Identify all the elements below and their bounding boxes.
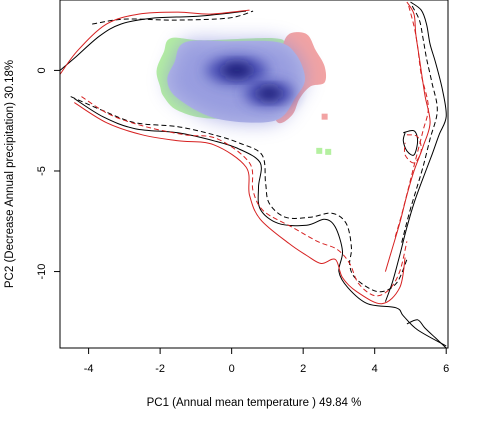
stray-point-2 — [325, 148, 332, 155]
density-core-1 — [221, 63, 253, 78]
y-tick-label: -5 — [36, 166, 48, 176]
density-core-2 — [256, 87, 283, 100]
envelope-bottom-loop — [406, 319, 447, 348]
y-tick-label: -10 — [36, 264, 48, 280]
plot-frame — [59, 0, 449, 349]
envelope-right-black-solid — [384, 1, 447, 302]
envelope-red-dashed — [81, 96, 408, 297]
envelope-inner-loops — [402, 129, 419, 156]
envelope-black-dashed-2 — [70, 96, 408, 293]
envelope-red-solid — [60, 9, 250, 75]
x-tick-label: -2 — [155, 363, 165, 375]
envelope-inner-loops-red — [403, 134, 422, 164]
envelope-black-solid — [60, 10, 247, 71]
envelope-black-dashed — [92, 10, 254, 25]
envelope-right-red-dashed — [393, 5, 429, 240]
x-axis: -4 -2 0 2 4 6 — [84, 348, 449, 375]
x-tick-label: 4 — [372, 363, 378, 375]
niche-zones — [156, 32, 332, 155]
envelope-black-solid-2 — [74, 98, 447, 347]
x-tick-label: 0 — [229, 363, 235, 375]
environment-envelopes — [60, 1, 447, 348]
x-axis-title: PC1 (Annual mean temperature ) 49.84 % — [147, 397, 362, 409]
stray-point-1 — [316, 147, 323, 154]
envelope-right-black-dashed — [401, 5, 438, 244]
envelope-red-solid-2 — [74, 102, 406, 305]
x-tick-label: -4 — [84, 363, 94, 375]
x-tick-label: 2 — [300, 363, 306, 375]
y-axis-title: PC2 (Decrease Annual precipitation) 30.1… — [4, 60, 16, 288]
envelope-right-red-solid — [384, 1, 431, 272]
y-tick-label: 0 — [36, 67, 48, 73]
y-axis: 0 -5 -10 — [36, 67, 60, 280]
stray-point-3 — [321, 113, 328, 120]
x-tick-label: 6 — [443, 363, 449, 375]
